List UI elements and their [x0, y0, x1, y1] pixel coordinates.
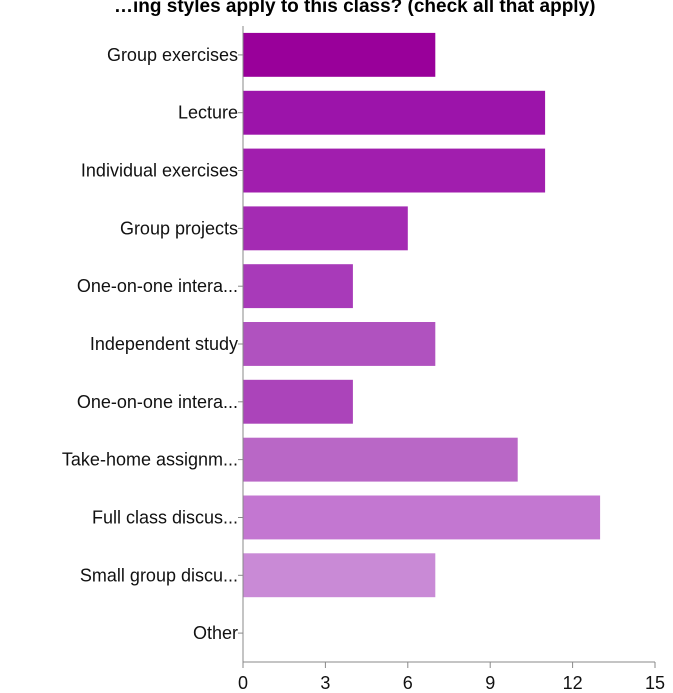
bar-0: [243, 32, 436, 77]
category-label: One-on-one intera...: [77, 276, 238, 296]
bar-2: [243, 148, 546, 193]
bar-3: [243, 206, 408, 251]
x-tick-label: 6: [403, 673, 413, 693]
category-label: Full class discus...: [92, 508, 238, 528]
bars-group: [243, 32, 601, 598]
bar-4: [243, 264, 353, 309]
category-label: Lecture: [178, 103, 238, 123]
chart-title: …ing styles apply to this class? (check …: [114, 0, 596, 17]
x-tick-label: 9: [485, 673, 495, 693]
y-axis: Group exercises Lecture Individual exercis…: [62, 26, 244, 662]
category-label: One-on-one intera...: [77, 392, 238, 412]
bar-9: [243, 553, 436, 598]
category-label: Small group discu...: [80, 565, 238, 585]
x-tick-label: 12: [563, 673, 583, 693]
x-tick-label: 3: [320, 673, 330, 693]
x-tick-label: 15: [645, 673, 665, 693]
category-label: Other: [193, 623, 238, 643]
category-label: Group exercises: [107, 45, 238, 65]
bar-7: [243, 437, 518, 482]
category-label: Take-home assignm...: [62, 450, 238, 470]
category-label: Independent study: [90, 334, 238, 354]
x-axis: 0 3 6 9 12 15: [238, 661, 665, 693]
bar-1: [243, 90, 546, 135]
bar-6: [243, 379, 353, 424]
bar-5: [243, 322, 436, 366]
x-tick-label: 0: [238, 673, 248, 693]
bar-8: [243, 495, 601, 540]
category-label: Group projects: [120, 218, 238, 238]
category-label: Individual exercises: [81, 161, 238, 181]
